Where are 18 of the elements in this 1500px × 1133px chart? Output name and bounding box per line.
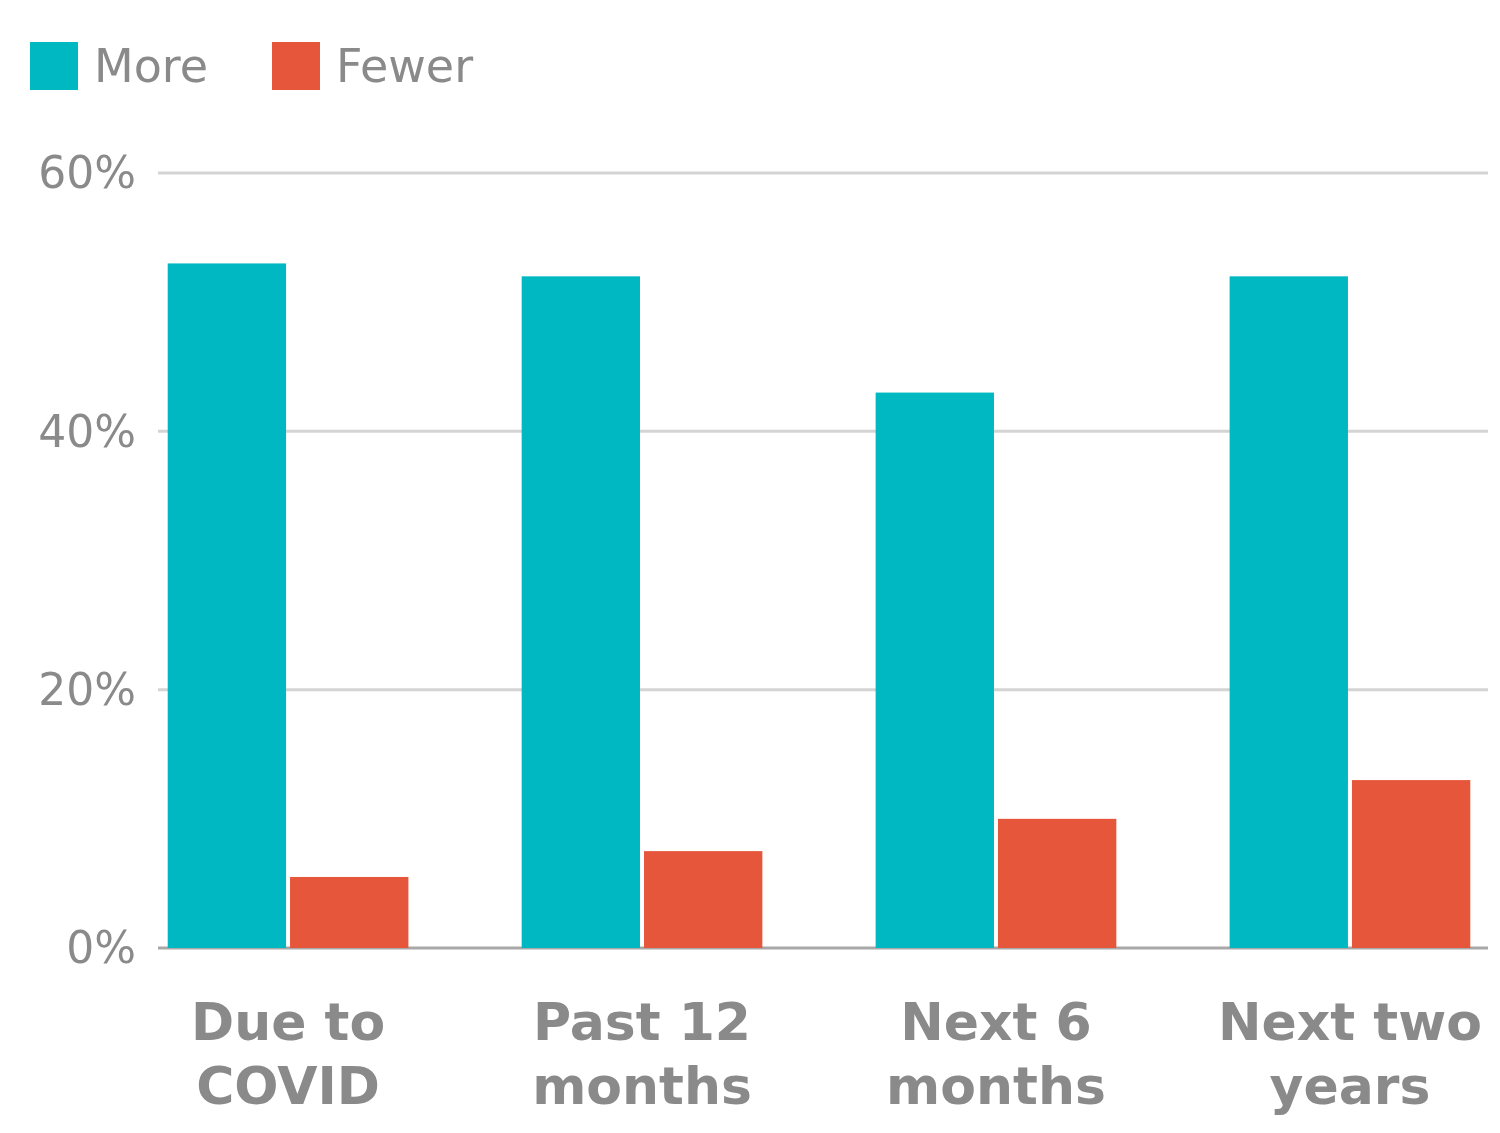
y-tick-label: 20%	[38, 664, 136, 716]
bar	[875, 392, 994, 948]
y-tick-label: 40%	[38, 405, 136, 457]
x-tick-label: Past 12 months	[532, 992, 752, 1116]
bar	[167, 263, 287, 948]
bar	[1351, 780, 1471, 948]
y-tick-label: 0%	[66, 922, 136, 974]
bar	[521, 276, 641, 948]
bar	[644, 851, 763, 948]
x-tick-label: Due to COVID	[190, 992, 386, 1116]
bar	[1229, 276, 1348, 948]
x-tick-label: Next two years	[1217, 992, 1482, 1116]
y-tick-label: 60%	[38, 147, 136, 199]
bar	[290, 876, 409, 948]
x-tick-label: Next 6 months	[886, 992, 1106, 1116]
bar	[997, 818, 1117, 948]
legend-label: Fewer	[336, 39, 474, 94]
legend-label: More	[94, 39, 209, 94]
